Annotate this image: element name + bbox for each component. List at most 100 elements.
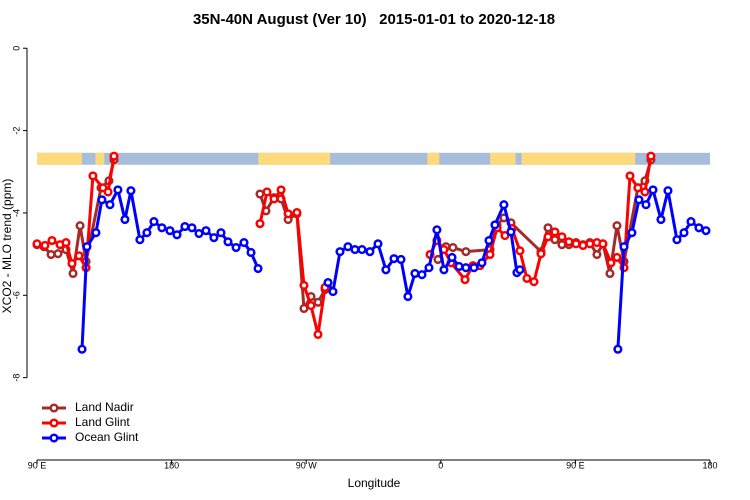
point: [246, 247, 256, 258]
point: [550, 227, 560, 237]
point: [578, 240, 588, 251]
point: [543, 232, 553, 242]
point: [410, 268, 420, 279]
point: [53, 249, 63, 259]
point: [357, 245, 367, 255]
point: [103, 187, 113, 197]
point: [313, 329, 323, 339]
point: [515, 246, 525, 256]
point: [142, 228, 152, 238]
point: [648, 185, 658, 195]
point: [633, 183, 643, 193]
point: [91, 228, 101, 238]
point: [656, 214, 666, 225]
point: [606, 258, 616, 268]
y-tick-label: -6: [11, 291, 21, 299]
land-strip: [258, 152, 331, 165]
point: [598, 239, 608, 249]
point: [557, 240, 567, 250]
land-strip: [521, 152, 636, 165]
point: [299, 303, 309, 314]
point: [613, 344, 623, 354]
point: [477, 258, 487, 268]
y-axis-label: XCO2 - MLO trend (ppm): [0, 179, 14, 314]
point: [396, 254, 406, 265]
point: [335, 247, 345, 257]
legend-label: Land Glint: [75, 415, 130, 429]
point: [350, 245, 360, 255]
point: [484, 235, 494, 246]
point: [323, 277, 333, 288]
chart-title: 35N-40N August (Ver 10) 2015-01-01 to 20…: [193, 11, 555, 28]
x-tick-label: 0: [438, 460, 443, 470]
y-tick-label: -8: [11, 374, 21, 382]
legend-marker: [49, 403, 59, 413]
point: [299, 280, 309, 290]
point: [269, 194, 279, 204]
point: [283, 209, 293, 219]
legend-label: Ocean Glint: [75, 430, 139, 444]
point: [255, 189, 265, 199]
x-tick-label: 90 E: [28, 460, 47, 470]
point: [663, 186, 673, 196]
point: [180, 221, 190, 232]
point: [172, 230, 182, 240]
point: [454, 261, 464, 272]
point: [557, 232, 567, 242]
point: [373, 239, 383, 249]
y-tick-label: -2: [11, 127, 21, 135]
point: [389, 254, 399, 264]
point: [276, 185, 286, 195]
point: [522, 273, 532, 283]
land-strip: [427, 152, 440, 165]
point: [187, 223, 197, 233]
ocean-strip: [37, 152, 710, 165]
point: [239, 238, 249, 248]
point: [641, 200, 651, 210]
point: [625, 171, 635, 181]
x-tick-label: 180: [702, 460, 717, 470]
point: [253, 263, 263, 274]
point: [82, 242, 92, 252]
point: [97, 195, 107, 205]
point: [403, 291, 413, 302]
point: [448, 242, 458, 253]
point: [500, 231, 510, 241]
point: [328, 287, 338, 297]
point: [485, 249, 495, 260]
point: [231, 242, 241, 253]
point: [381, 265, 391, 275]
point: [306, 301, 316, 311]
point: [506, 227, 516, 237]
point: [640, 187, 650, 197]
point: [40, 240, 50, 251]
point: [109, 151, 119, 161]
point: [564, 237, 574, 247]
point: [194, 228, 204, 239]
point: [686, 217, 696, 227]
point: [646, 151, 656, 161]
point: [543, 223, 553, 233]
legend-marker: [49, 418, 59, 428]
point: [490, 220, 500, 230]
land-strip: [37, 152, 82, 165]
land-strip: [490, 152, 516, 165]
point: [149, 217, 159, 227]
point: [67, 259, 77, 269]
point: [365, 247, 375, 257]
x-tick-label: 90 W: [296, 460, 318, 470]
point: [460, 275, 470, 285]
point: [120, 214, 130, 225]
point: [61, 238, 71, 248]
point: [417, 270, 427, 280]
point: [68, 268, 78, 279]
legend-label: Land Nadir: [75, 400, 134, 414]
land-strip: [95, 152, 105, 165]
x-axis-label: Longitude: [348, 476, 401, 490]
y-tick-label: 0: [11, 46, 21, 51]
y-tick-label: -4: [11, 209, 21, 217]
x-tick-label: 90 E: [566, 460, 585, 470]
point: [701, 226, 711, 236]
point: [292, 207, 302, 218]
point: [126, 186, 136, 196]
